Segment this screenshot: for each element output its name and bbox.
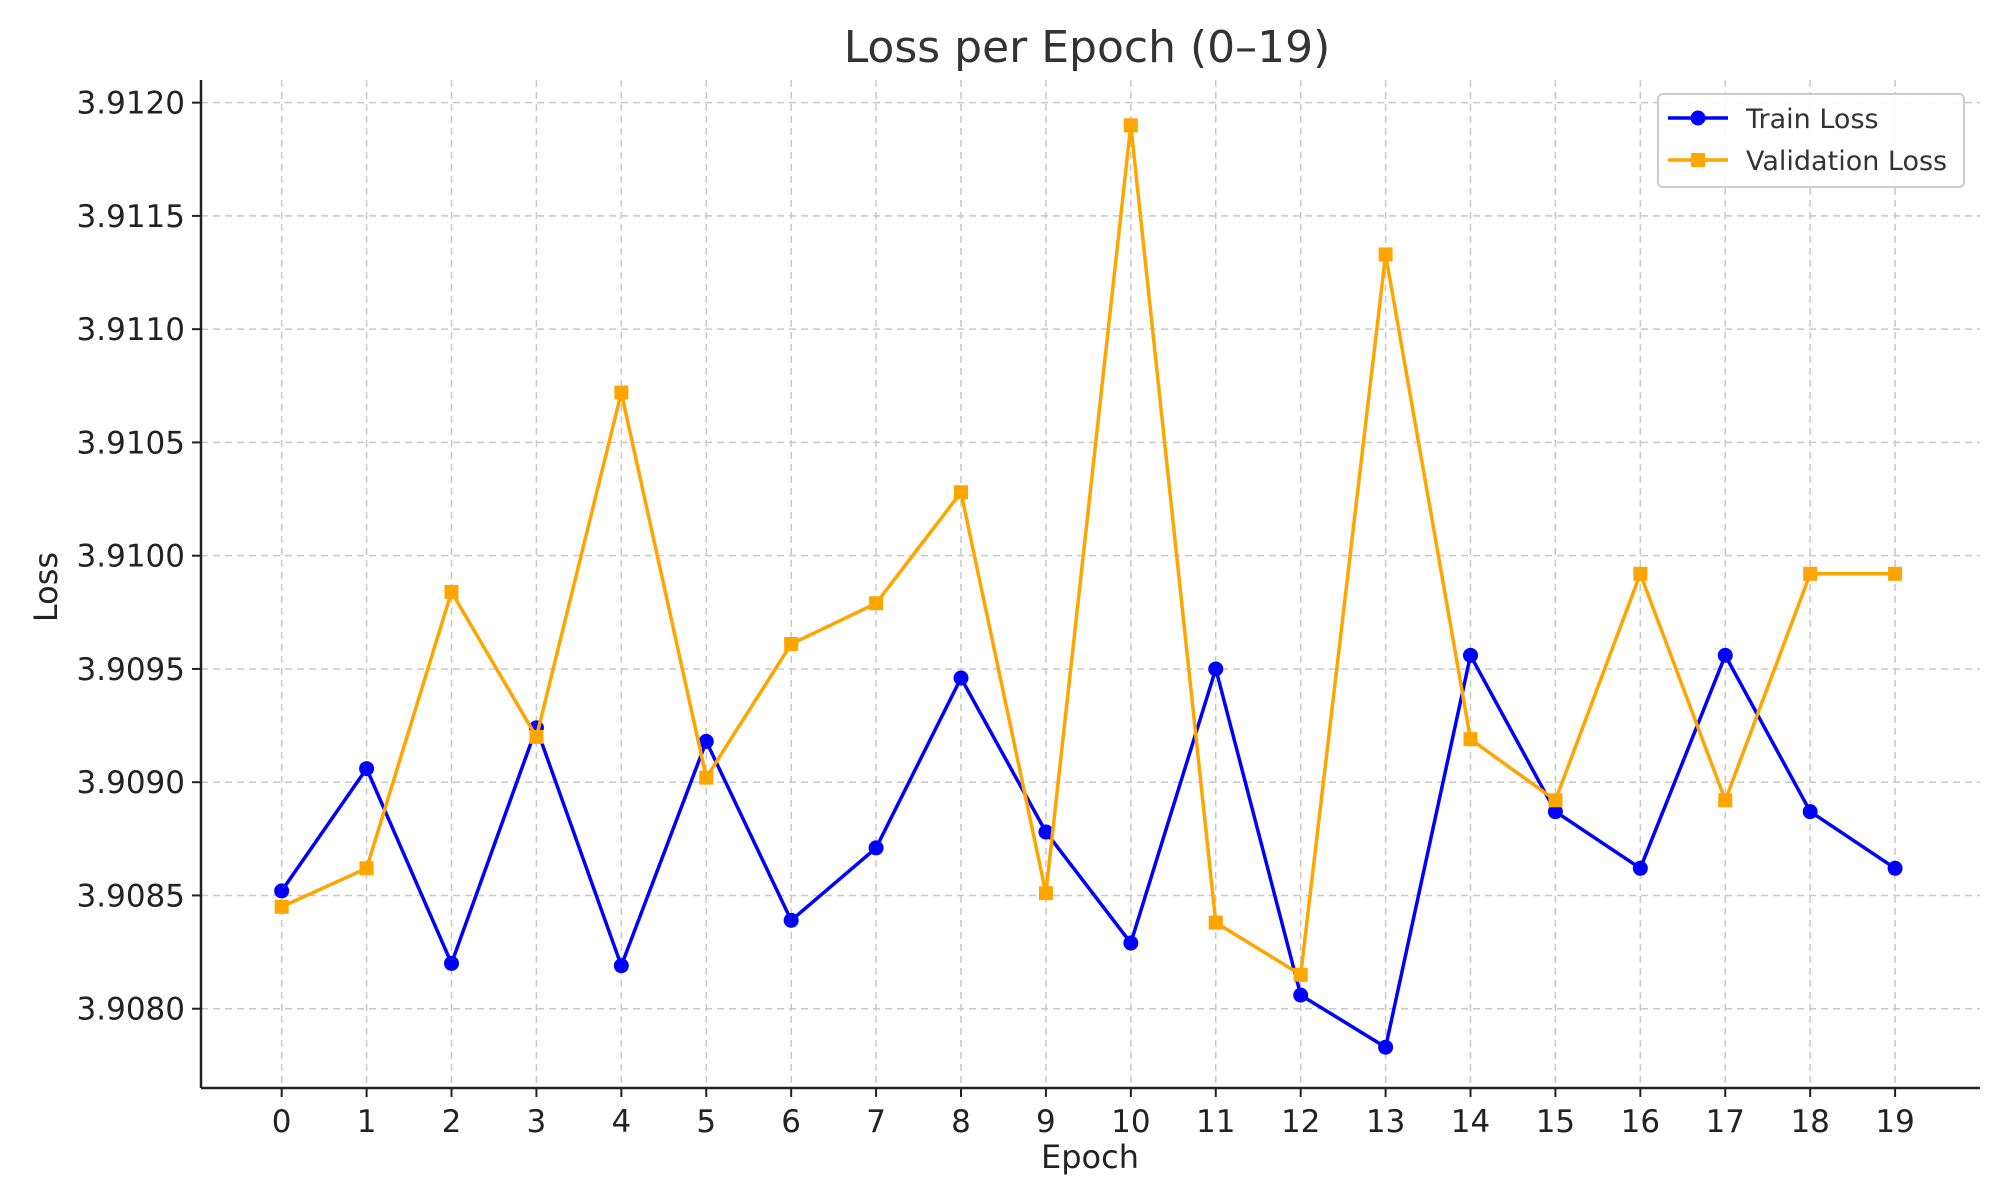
x-tick-label: 11 <box>1196 1104 1235 1140</box>
grid-lines <box>201 80 1980 1088</box>
data-point <box>274 883 290 899</box>
x-tick-label: 14 <box>1451 1104 1490 1140</box>
data-point <box>869 596 884 611</box>
y-tick-label: 3.9085 <box>77 878 185 914</box>
x-tick-label: 5 <box>696 1104 716 1140</box>
data-point <box>1717 647 1733 663</box>
x-tick-label: 7 <box>866 1104 886 1140</box>
axes-spines <box>199 80 1980 1090</box>
y-tick-label: 3.9120 <box>77 86 185 122</box>
data-point <box>1718 793 1733 808</box>
y-tick-label: 3.9110 <box>77 312 185 348</box>
x-tick-label: 1 <box>357 1104 377 1140</box>
y-tick-label: 3.9115 <box>77 199 185 235</box>
data-point <box>1463 647 1479 663</box>
series-line <box>280 653 1897 1049</box>
legend-label: Validation Loss <box>1746 146 1947 177</box>
x-tick-label: 17 <box>1706 1104 1745 1140</box>
data-point <box>1208 915 1223 930</box>
data-point <box>1293 987 1309 1003</box>
series-validation-loss <box>274 118 1903 982</box>
x-tick-label: 3 <box>527 1104 547 1140</box>
data-point <box>1293 967 1308 982</box>
data-point <box>1378 1039 1394 1055</box>
data-point <box>1038 886 1053 901</box>
y-tick-label: 3.9105 <box>77 425 185 461</box>
y-tick-label: 3.9100 <box>77 539 185 575</box>
series-group <box>274 118 1903 1055</box>
data-point <box>274 899 289 914</box>
data-point <box>783 912 799 928</box>
x-tick-label: 6 <box>781 1104 801 1140</box>
x-tick-label: 8 <box>951 1104 971 1140</box>
data-point <box>1888 566 1903 581</box>
legend-entry: Train Loss <box>1668 104 1879 135</box>
x-tick-label: 9 <box>1036 1104 1056 1140</box>
data-point <box>699 770 714 785</box>
x-tick-label: 10 <box>1111 1104 1150 1140</box>
y-axis-ticks: 3.9080 3.9085 3.9090 3.9095 3.9100 3.9105 3.91… <box>77 86 201 1028</box>
data-point <box>1803 566 1818 581</box>
data-point <box>1548 793 1563 808</box>
x-tick-label: 19 <box>1875 1104 1914 1140</box>
x-tick-label: 18 <box>1790 1104 1829 1140</box>
x-tick-label: 0 <box>272 1104 292 1140</box>
y-tick-label: 3.9095 <box>77 652 185 688</box>
data-point <box>1802 804 1818 820</box>
data-point <box>1887 860 1903 876</box>
x-axis-label: Epoch <box>1041 1138 1139 1176</box>
data-point <box>529 729 544 744</box>
x-tick-label: 2 <box>442 1104 462 1140</box>
data-point <box>1038 824 1054 840</box>
legend-box <box>1657 93 1965 188</box>
x-tick-label: 16 <box>1621 1104 1660 1140</box>
chart-title: Loss per Epoch (0–19) <box>844 22 1331 73</box>
data-point <box>954 485 969 500</box>
x-tick-label: 13 <box>1366 1104 1405 1140</box>
data-point <box>1547 804 1563 820</box>
data-point <box>1632 860 1648 876</box>
data-point <box>444 955 460 971</box>
x-tick-label: 12 <box>1281 1104 1320 1140</box>
y-tick-label: 3.9090 <box>77 765 185 801</box>
data-point <box>444 584 459 599</box>
data-point <box>868 840 884 856</box>
legend-marker <box>1691 153 1705 167</box>
data-point <box>359 861 374 876</box>
data-point <box>784 637 799 652</box>
data-point <box>614 385 629 400</box>
data-point <box>359 761 375 777</box>
y-tick-label: 3.9080 <box>77 992 185 1028</box>
data-point <box>1633 566 1648 581</box>
data-point <box>953 670 969 686</box>
y-axis-label: Loss <box>27 552 65 622</box>
data-point <box>698 733 714 749</box>
data-point <box>613 958 629 974</box>
legend-marker <box>1690 110 1706 126</box>
series-line <box>280 123 1896 977</box>
data-point <box>1208 661 1224 677</box>
x-tick-label: 4 <box>611 1104 631 1140</box>
x-axis-ticks: 0 1 2 3 4 5 6 7 8 9 10 11 12 13 14 15 16 17 18 19 <box>272 1088 1915 1140</box>
series-train-loss <box>274 647 1903 1055</box>
data-point <box>1123 118 1138 133</box>
x-tick-label: 15 <box>1536 1104 1575 1140</box>
legend-label: Train Loss <box>1745 104 1879 135</box>
legend-entry: Validation Loss <box>1668 146 1947 177</box>
legend: Train Loss Validation Loss <box>1657 93 1965 188</box>
data-point <box>1378 247 1393 262</box>
data-point <box>1463 732 1478 747</box>
data-point <box>1123 935 1139 951</box>
